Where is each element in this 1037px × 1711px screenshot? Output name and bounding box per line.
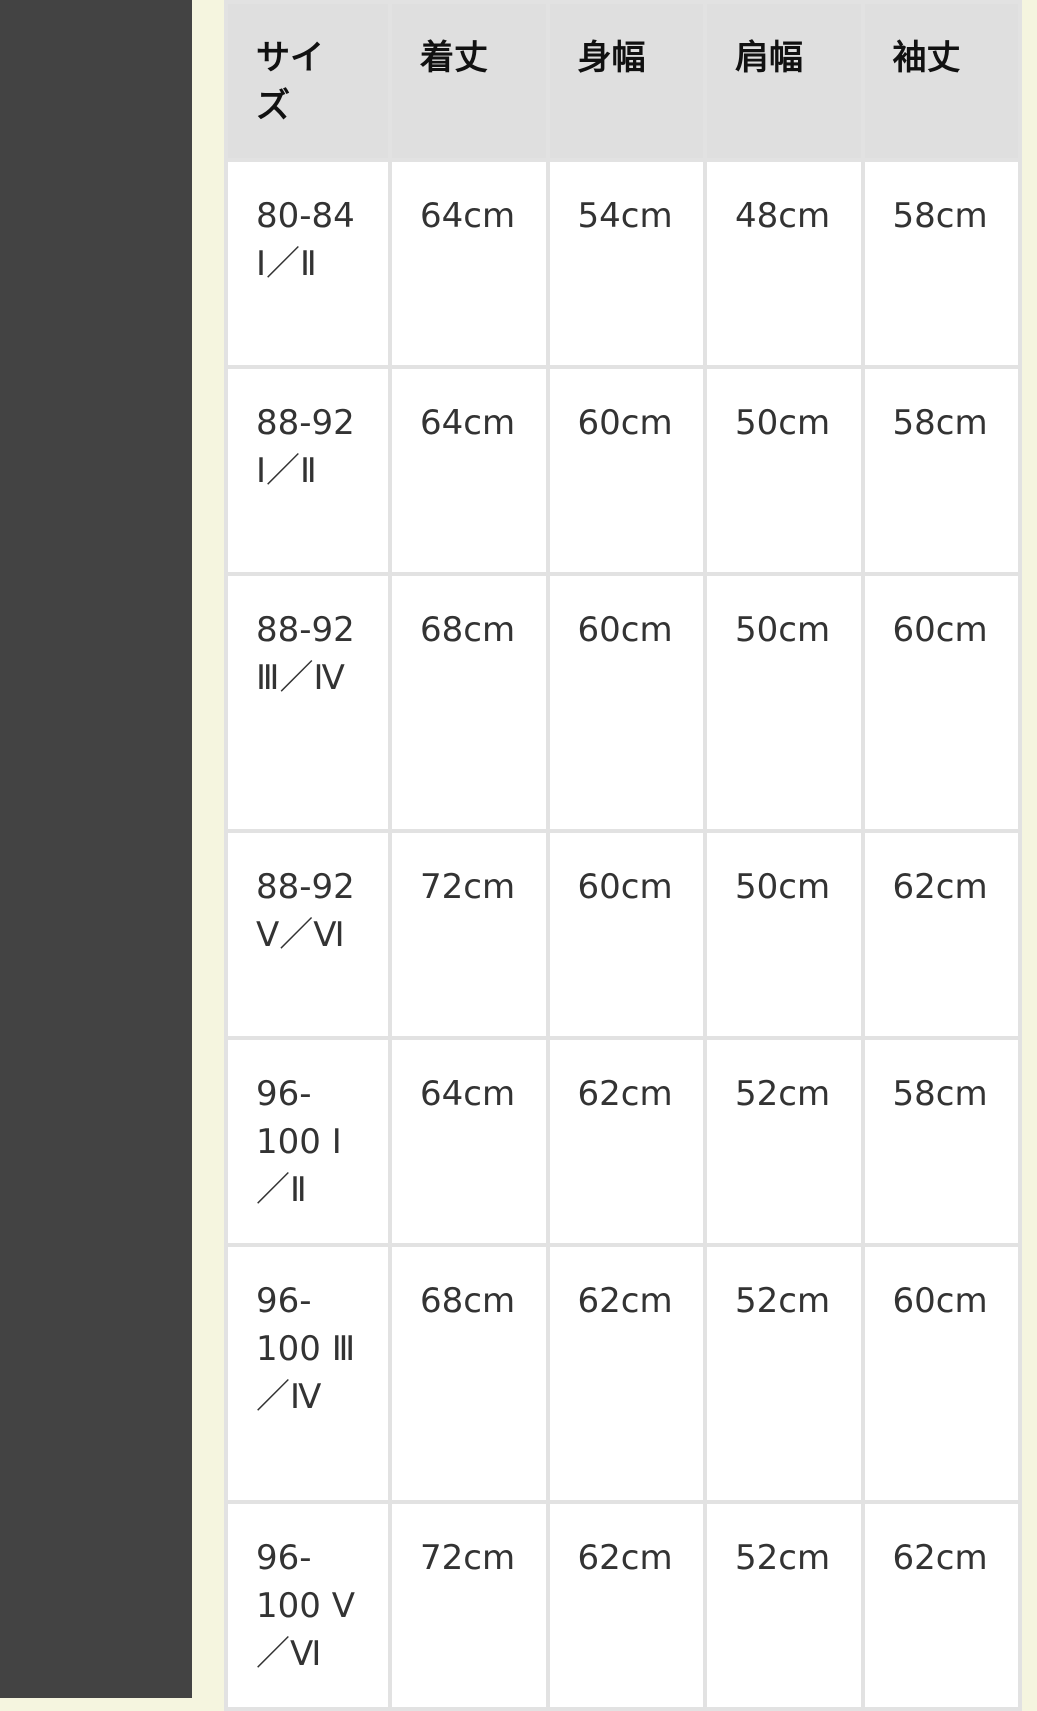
table-row: 96-100 Ⅰ／Ⅱ 64cm 62cm 52cm 58cm [228, 1040, 1018, 1243]
header-size-cell: サイズ [228, 4, 388, 158]
cell-length: 68cm [392, 1247, 546, 1500]
cell-sleeve: 58cm [864, 369, 1018, 572]
cell-size-wrapper: 96-100 Ⅰ／Ⅱ [228, 1040, 388, 1243]
header-row: サイズ 着丈 身幅 肩幅 袖丈 [228, 4, 1018, 158]
cell-length: 64cm [392, 369, 546, 572]
cell-size: 96-100 Ⅲ／Ⅳ [256, 1281, 356, 1417]
header-size: サイズ [256, 38, 324, 126]
cell-shoulder: 52cm [707, 1040, 861, 1243]
cell-sleeve: 58cm [864, 162, 1018, 365]
table-row: 88-92 Ⅴ／Ⅵ 72cm 60cm 50cm 62cm [228, 833, 1018, 1036]
cell-length: 64cm [392, 162, 546, 365]
cell-shoulder: 52cm [707, 1247, 861, 1500]
cell-size-wrapper: 88-92 Ⅰ／Ⅱ [228, 369, 389, 572]
cell-sleeve: 62cm [864, 1504, 1018, 1707]
cell-sleeve: 62cm [864, 833, 1018, 1036]
header-sleeve: 袖丈 [864, 4, 1018, 158]
cell-width: 54cm [549, 162, 703, 365]
cell-width: 60cm [549, 369, 703, 572]
cell-size-wrapper: 88-92 Ⅴ／Ⅵ [228, 833, 388, 1036]
cell-size: 88-92 Ⅲ／Ⅳ [256, 610, 355, 698]
cell-shoulder: 50cm [707, 369, 861, 572]
table-row: 96-100 Ⅲ／Ⅳ 68cm 62cm 52cm 60cm [228, 1247, 1018, 1500]
cell-sleeve: 58cm [864, 1040, 1018, 1243]
cell-size: 96-100 Ⅴ／Ⅵ [256, 1538, 355, 1674]
cell-size-wrapper: 96-100 Ⅲ／Ⅳ [228, 1247, 388, 1500]
cell-size-wrapper: 96-100 Ⅴ／Ⅵ [228, 1504, 388, 1707]
size-table: サイズ 着丈 身幅 肩幅 袖丈 80-84 Ⅰ／Ⅱ 64cm 54cm 48cm 58c… [224, 0, 1022, 1711]
cell-size-wrapper: 88-92 Ⅲ／Ⅳ [228, 576, 388, 829]
cell-size: 88-92 Ⅴ／Ⅵ [256, 867, 355, 955]
cell-length: 72cm [392, 833, 546, 1036]
table-row: 80-84 Ⅰ／Ⅱ 64cm 54cm 48cm 58cm [228, 162, 1018, 365]
cell-shoulder: 50cm [707, 833, 861, 1036]
cell-size: 88-92 Ⅰ／Ⅱ [256, 403, 389, 491]
cell-size: 96-100 Ⅰ／Ⅱ [256, 1074, 342, 1210]
cell-size-wrapper: 80-84 Ⅰ／Ⅱ [228, 162, 389, 365]
cell-size: 80-84 Ⅰ／Ⅱ [256, 196, 389, 284]
table-row: 96-100 Ⅴ／Ⅵ 72cm 62cm 52cm 62cm [228, 1504, 1018, 1707]
cell-width: 62cm [549, 1247, 703, 1500]
cell-shoulder: 48cm [707, 162, 861, 365]
cell-width: 62cm [549, 1040, 703, 1243]
cell-sleeve: 60cm [864, 1247, 1018, 1500]
cell-width: 60cm [549, 576, 703, 829]
cell-shoulder: 50cm [707, 576, 861, 829]
header-shoulder: 肩幅 [707, 4, 861, 158]
header-width: 身幅 [549, 4, 703, 158]
table-row: 88-92 Ⅲ／Ⅳ 68cm 60cm 50cm 60cm [228, 576, 1018, 829]
cell-width: 60cm [549, 833, 703, 1036]
cell-shoulder: 52cm [707, 1504, 861, 1707]
size-table-container: サイズ 着丈 身幅 肩幅 袖丈 80-84 Ⅰ／Ⅱ 64cm 54cm 48cm 58c… [224, 0, 1022, 1711]
cell-length: 68cm [392, 576, 546, 829]
table-row: 88-92 Ⅰ／Ⅱ 64cm 60cm 50cm 58cm [228, 369, 1018, 572]
cell-width: 62cm [549, 1504, 703, 1707]
cell-length: 64cm [392, 1040, 546, 1243]
cell-sleeve: 60cm [864, 576, 1018, 829]
cell-length: 72cm [392, 1504, 546, 1707]
header-length: 着丈 [392, 4, 546, 158]
left-sidebar [0, 0, 192, 1698]
